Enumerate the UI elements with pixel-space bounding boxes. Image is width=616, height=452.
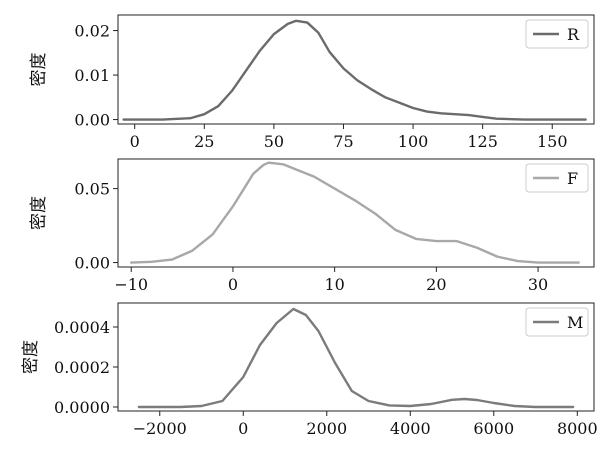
x-tick-label: 0 <box>238 419 248 438</box>
y-tick-label: 0.0002 <box>54 358 110 377</box>
chart-panel-2: −10 0 10 20 30 0.00 0.05 密度 F <box>29 158 595 294</box>
y-tick-label: 0.0004 <box>54 318 110 337</box>
x-tick-label: 2000 <box>306 419 347 438</box>
x-tick-label: 20 <box>426 275 446 294</box>
y-tick-label: 0.00 <box>74 254 110 273</box>
plot-frame <box>117 158 595 268</box>
plot-frame <box>117 302 595 412</box>
x-tick-label: 0 <box>228 275 238 294</box>
y-axis-label: 密度 <box>29 196 49 230</box>
series-line-r <box>122 19 587 121</box>
y-tick-label: 0.05 <box>74 180 110 199</box>
x-tick-label: 4000 <box>390 419 431 438</box>
chart-panel-1: 0 25 50 75 100 125 150 0.00 0.01 0.02 密度 R <box>29 14 595 151</box>
y-tick-label: 0.0000 <box>54 398 110 417</box>
y-tick-label: 0.02 <box>74 22 110 41</box>
x-tick-label: 0 <box>130 132 140 151</box>
series-line-m <box>137 307 575 409</box>
x-tick-label: 100 <box>398 132 429 151</box>
x-tick-label: 125 <box>467 132 498 151</box>
x-tick-label: −2000 <box>133 419 187 438</box>
series-line-f <box>130 161 580 264</box>
x-tick-label: −10 <box>114 275 148 294</box>
x-tick-label: 75 <box>333 132 353 151</box>
y-tick-label: 0.01 <box>74 66 110 85</box>
x-tick-label: 10 <box>324 275 344 294</box>
y-axis-label: 密度 <box>21 340 41 374</box>
x-tick-label: 25 <box>194 132 214 151</box>
legend-label: F <box>567 169 578 188</box>
chart-panel-3: −2000 0 2000 4000 6000 8000 0.0000 0.0002 0.0004… <box>21 302 598 438</box>
x-tick-label: 50 <box>264 132 284 151</box>
x-tick-label: 8000 <box>557 419 598 438</box>
y-axis-label: 密度 <box>29 53 49 87</box>
legend-label: R <box>567 25 580 44</box>
legend-label: M <box>567 313 583 332</box>
y-tick-label: 0.00 <box>74 111 110 130</box>
plot-frame <box>117 14 595 125</box>
x-tick-label: 6000 <box>473 419 514 438</box>
x-tick-label: 30 <box>528 275 548 294</box>
x-tick-label: 150 <box>537 132 568 151</box>
